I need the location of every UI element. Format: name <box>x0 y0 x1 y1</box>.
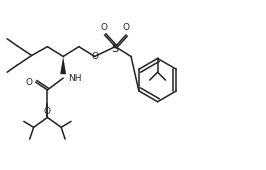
Text: NH: NH <box>68 74 82 83</box>
Text: S: S <box>112 44 119 54</box>
Text: O: O <box>123 23 130 32</box>
Polygon shape <box>60 56 66 74</box>
Text: O: O <box>101 23 108 32</box>
Text: O: O <box>26 78 33 87</box>
Text: O: O <box>44 107 51 116</box>
Text: O: O <box>91 52 98 61</box>
